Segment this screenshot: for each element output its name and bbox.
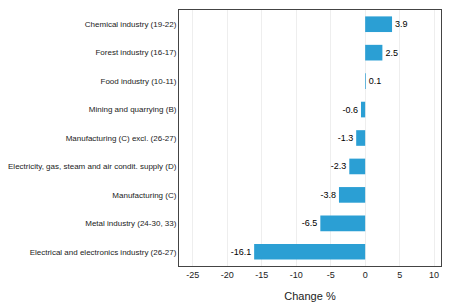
svg-text:-25: -25 bbox=[186, 270, 199, 280]
svg-text:0: 0 bbox=[363, 270, 368, 280]
svg-text:Food industry (10-11): Food industry (10-11) bbox=[101, 77, 177, 86]
svg-text:-6.5: -6.5 bbox=[302, 218, 318, 228]
svg-text:Manufacturing (C): Manufacturing (C) bbox=[112, 191, 176, 200]
svg-text:-20: -20 bbox=[221, 270, 234, 280]
svg-text:5: 5 bbox=[397, 270, 402, 280]
svg-text:-2.3: -2.3 bbox=[331, 161, 347, 171]
svg-text:0.1: 0.1 bbox=[369, 76, 382, 86]
svg-text:Electricity, gas, steam and ai: Electricity, gas, steam and air condit. … bbox=[8, 162, 177, 171]
svg-text:-15: -15 bbox=[255, 270, 268, 280]
svg-text:-16.1: -16.1 bbox=[231, 247, 252, 257]
svg-text:-3.8: -3.8 bbox=[320, 190, 336, 200]
svg-text:2.5: 2.5 bbox=[385, 48, 398, 58]
svg-text:Change %: Change % bbox=[284, 290, 336, 302]
svg-text:10: 10 bbox=[429, 270, 439, 280]
svg-text:-5: -5 bbox=[327, 270, 335, 280]
svg-text:Electrical and electronics ind: Electrical and electronics industry (26-… bbox=[30, 248, 177, 257]
svg-text:Manufacturing (C) excl. (26-27: Manufacturing (C) excl. (26-27) bbox=[66, 134, 177, 143]
svg-text:Metal industry (24-30, 33): Metal industry (24-30, 33) bbox=[85, 219, 176, 228]
svg-text:-10: -10 bbox=[290, 270, 303, 280]
svg-text:-1.3: -1.3 bbox=[338, 133, 354, 143]
svg-text:Chemical industry (19-22): Chemical industry (19-22) bbox=[85, 20, 177, 29]
svg-text:-0.6: -0.6 bbox=[343, 105, 359, 115]
svg-text:Forest industry (16-17): Forest industry (16-17) bbox=[95, 48, 176, 57]
svg-text:Mining and quarrying (B): Mining and quarrying (B) bbox=[89, 105, 177, 114]
svg-text:3.9: 3.9 bbox=[395, 19, 408, 29]
